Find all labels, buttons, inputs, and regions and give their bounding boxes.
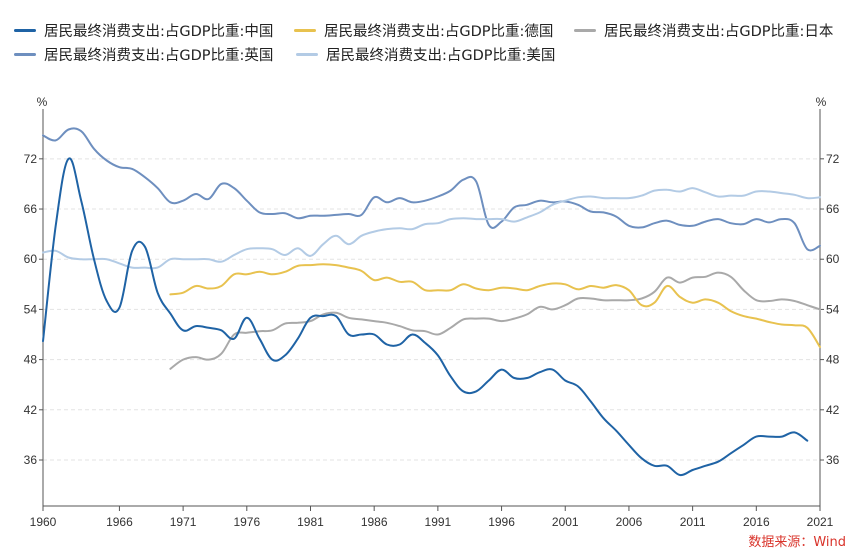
legend-swatch <box>574 28 596 32</box>
x-tick-label: 1986 <box>361 515 388 529</box>
x-tick-label: 2011 <box>680 515 706 529</box>
legend-row: 居民最终消费支出:占GDP比重:英国 居民最终消费支出:占GDP比重:美国 <box>14 42 854 66</box>
x-tick-label: 2021 <box>807 515 834 529</box>
series-line-1 <box>169 263 821 349</box>
y-tick-label-right: 66 <box>826 202 840 216</box>
legend-label: 居民最终消费支出:占GDP比重:美国 <box>326 47 556 64</box>
legend-item: 居民最终消费支出:占GDP比重:英国 <box>14 44 296 65</box>
y-tick-label-left: 66 <box>24 202 38 216</box>
y-tick-label-right: 60 <box>826 252 840 266</box>
legend-row: 居民最终消费支出:占GDP比重:中国 居民最终消费支出:占GDP比重:德国 居民最终… <box>14 18 854 42</box>
x-tick-label: 1996 <box>488 515 515 529</box>
legend-swatch <box>14 28 36 32</box>
y-tick-label-left: 60 <box>24 252 38 266</box>
y-unit-right: % <box>816 95 827 109</box>
y-tick-label-right: 54 <box>826 302 840 316</box>
y-tick-label-left: 72 <box>24 152 38 166</box>
y-tick-label-left: 42 <box>24 403 38 417</box>
x-tick-label: 2001 <box>552 515 579 529</box>
y-tick-label-right: 42 <box>826 403 840 417</box>
legend-label: 居民最终消费支出:占GDP比重:德国 <box>324 23 554 40</box>
x-tick-label: 2006 <box>616 515 643 529</box>
x-tick-label: 1981 <box>297 515 324 529</box>
legend-swatch <box>294 28 316 32</box>
y-tick-label-left: 48 <box>24 353 38 367</box>
x-tick-label: 1966 <box>106 515 133 529</box>
x-tick-label: 1971 <box>170 515 197 529</box>
y-tick-label-right: 72 <box>826 152 840 166</box>
legend-item: 居民最终消费支出:占GDP比重:日本 <box>574 20 854 41</box>
series-line-3 <box>42 127 821 252</box>
x-tick-label: 1976 <box>233 515 260 529</box>
x-tick-label: 1991 <box>425 515 452 529</box>
legend-item: 居民最终消费支出:占GDP比重:中国 <box>14 20 294 41</box>
chart-legend: 居民最终消费支出:占GDP比重:中国 居民最终消费支出:占GDP比重:德国 居民最终… <box>14 18 854 66</box>
y-tick-label-right: 48 <box>826 353 840 367</box>
y-unit-left: % <box>37 95 48 109</box>
y-tick-label-right: 36 <box>826 453 840 467</box>
legend-item: 居民最终消费支出:占GDP比重:德国 <box>294 20 574 41</box>
y-tick-label-left: 54 <box>24 302 38 316</box>
legend-label: 居民最终消费支出:占GDP比重:中国 <box>44 23 274 40</box>
series-line-0 <box>42 157 809 477</box>
legend-label: 居民最终消费支出:占GDP比重:日本 <box>604 23 834 40</box>
series-line-4 <box>42 187 821 270</box>
y-tick-label-left: 36 <box>24 453 38 467</box>
data-source-note: 数据来源：Wind <box>748 535 846 550</box>
series-line-2 <box>169 271 821 370</box>
legend-swatch <box>296 52 318 56</box>
legend-swatch <box>14 52 36 56</box>
x-tick-label: 2016 <box>743 515 770 529</box>
legend-label: 居民最终消费支出:占GDP比重:英国 <box>44 47 274 64</box>
x-tick-label: 1960 <box>30 515 57 529</box>
legend-item: 居民最终消费支出:占GDP比重:美国 <box>296 44 578 65</box>
